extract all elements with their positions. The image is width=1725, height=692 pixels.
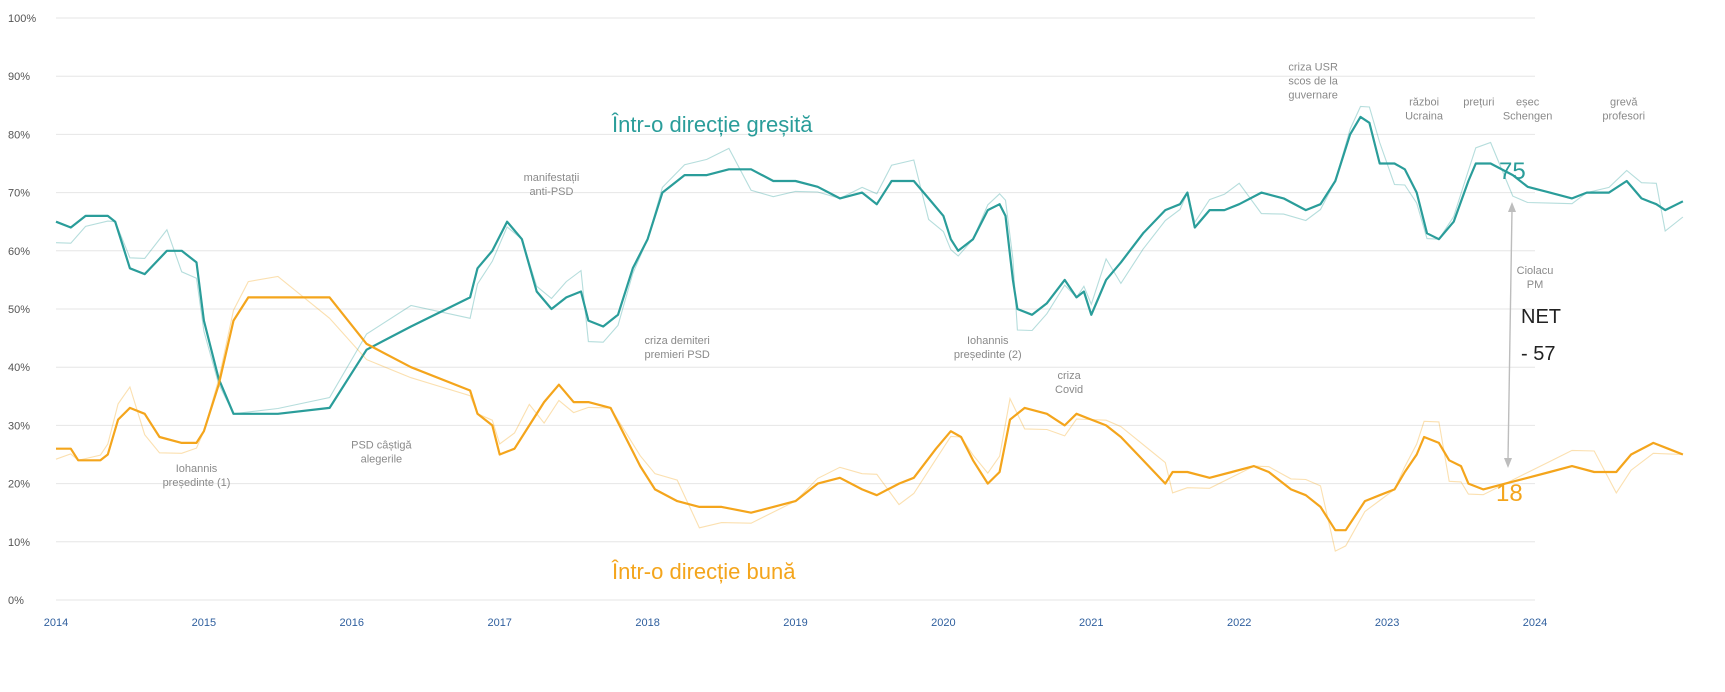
x-tick-label: 2019 <box>783 617 807 629</box>
series-line <box>56 296 1684 532</box>
x-tick-label: 2022 <box>1227 617 1251 629</box>
annotation-text: criza demiteri <box>644 335 709 347</box>
series-lines <box>55 105 1684 552</box>
annotation-text: scos de la <box>1288 75 1338 87</box>
net-value: - 57 <box>1521 343 1555 365</box>
x-tick-label: 2021 <box>1079 617 1103 629</box>
series-raw-line <box>55 105 1684 415</box>
annotation: criza Covid <box>1055 370 1083 396</box>
x-tick-label: 2024 <box>1523 617 1547 629</box>
annotation: grevă profesori <box>1602 96 1645 122</box>
annotation: eșec Schengen <box>1503 96 1553 122</box>
series-label-wrong: Într-o direcție greșită <box>611 112 813 137</box>
y-tick-label: 50% <box>8 304 30 316</box>
annotation: criza USR scos de la guvernare <box>1288 61 1338 101</box>
annotation: PSD câștigă alegerile <box>351 440 412 466</box>
annotation-text: Ucraina <box>1405 110 1444 122</box>
annotation-text: președinte (1) <box>163 477 231 489</box>
annotation-text: alegerile <box>361 454 403 466</box>
annotation-text: Iohannis <box>967 335 1009 347</box>
x-axis-ticks: 2014 2015 2016 2017 2018 2019 2020 2021 2022 2023… <box>44 617 1547 629</box>
y-axis-ticks: 0% 10% 20% 30% 40% 50% 60% 70% 80% 90% 100% <box>8 13 36 607</box>
y-tick-label: 70% <box>8 188 30 200</box>
y-tick-label: 60% <box>8 246 30 258</box>
grid <box>56 17 1535 601</box>
annotation-text: eșec <box>1516 96 1540 108</box>
annotation-text: guvernare <box>1288 89 1338 101</box>
y-tick-label: 20% <box>8 479 30 491</box>
annotation-text: război <box>1409 96 1439 108</box>
x-tick-label: 2020 <box>931 617 955 629</box>
annotation: manifestații anti-PSD <box>524 172 580 198</box>
annotation: război Ucraina <box>1405 96 1444 122</box>
y-tick-label: 90% <box>8 71 30 83</box>
annotation-text: premieri PSD <box>644 349 709 361</box>
end-value-wrong: 75 <box>1499 158 1526 185</box>
annotation-text: Ciolacu <box>1517 265 1554 277</box>
net-arrow <box>1504 202 1516 468</box>
annotation-text: Covid <box>1055 384 1083 396</box>
annotation-text: manifestații <box>524 172 580 184</box>
y-tick-label: 40% <box>8 362 30 374</box>
annotation: Iohannis președinte (2) <box>954 335 1022 361</box>
annotation-text: Iohannis <box>176 463 218 475</box>
series-label-good: Într-o direcție bună <box>611 559 796 584</box>
annotation-text: PSD câștigă <box>351 440 412 452</box>
annotations: Iohannis președinte (1) PSD câștigă alegeri… <box>163 61 1646 489</box>
annotation: Ciolacu PM <box>1517 265 1554 291</box>
annotation-text: PM <box>1527 279 1544 291</box>
annotation: Iohannis președinte (1) <box>163 463 231 489</box>
annotation-text: criza <box>1057 370 1081 382</box>
x-tick-label: 2014 <box>44 617 68 629</box>
net-label: NET <box>1521 306 1561 328</box>
annotation: prețuri <box>1463 96 1494 108</box>
x-tick-label: 2018 <box>635 617 659 629</box>
series-raw-line <box>55 275 1683 552</box>
annotation: criza demiteri premieri PSD <box>644 335 709 361</box>
end-value-good: 18 <box>1496 480 1523 507</box>
series-line <box>55 115 1684 415</box>
x-tick-label: 2015 <box>192 617 216 629</box>
annotation-text: anti-PSD <box>529 186 573 198</box>
y-tick-label: 10% <box>8 537 30 549</box>
y-tick-label: 80% <box>8 129 30 141</box>
x-tick-label: 2016 <box>340 617 364 629</box>
y-tick-label: 30% <box>8 420 30 432</box>
annotation-text: prețuri <box>1463 96 1494 108</box>
annotation-text: Schengen <box>1503 110 1553 122</box>
annotation-text: grevă <box>1610 96 1638 108</box>
x-tick-label: 2023 <box>1375 617 1399 629</box>
annotation-text: profesori <box>1602 110 1645 122</box>
x-tick-label: 2017 <box>487 617 511 629</box>
y-tick-label: 0% <box>8 595 24 607</box>
annotation-text: criza USR <box>1288 61 1338 73</box>
y-tick-label: 100% <box>8 13 36 25</box>
annotation-text: președinte (2) <box>954 349 1022 361</box>
